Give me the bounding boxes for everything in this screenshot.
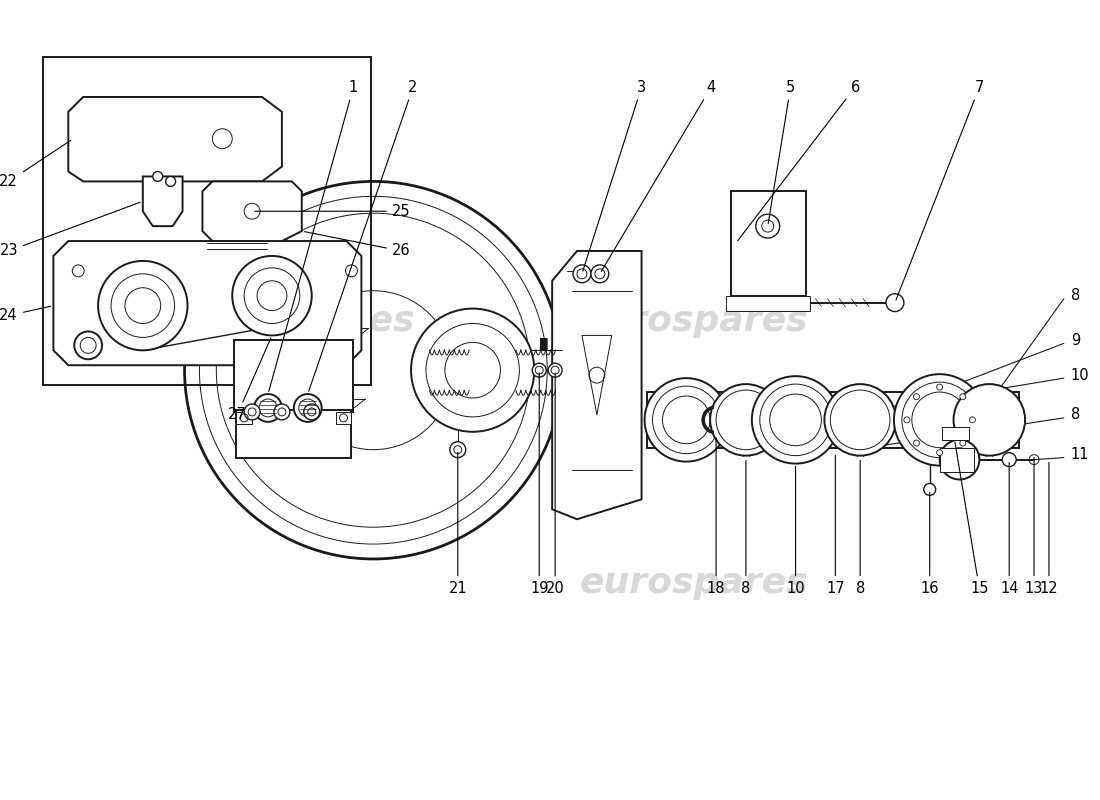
Circle shape: [98, 261, 187, 350]
Circle shape: [894, 374, 986, 466]
Circle shape: [756, 214, 780, 238]
Text: 8: 8: [856, 461, 865, 596]
Polygon shape: [647, 392, 1019, 448]
Text: 8: 8: [1070, 407, 1080, 422]
Circle shape: [913, 440, 920, 446]
Text: 23: 23: [0, 202, 140, 258]
Circle shape: [645, 378, 728, 462]
Circle shape: [937, 384, 943, 390]
Text: 5: 5: [768, 79, 795, 223]
Circle shape: [913, 394, 920, 400]
Circle shape: [411, 309, 535, 432]
Circle shape: [304, 404, 320, 420]
Text: 3: 3: [583, 79, 646, 271]
Circle shape: [937, 450, 943, 456]
Text: 26: 26: [305, 232, 410, 258]
Text: 8: 8: [741, 461, 750, 596]
Text: 1: 1: [268, 79, 359, 391]
Text: 8: 8: [1070, 288, 1080, 303]
Circle shape: [254, 394, 282, 422]
Circle shape: [824, 384, 895, 456]
Text: 16: 16: [921, 492, 939, 596]
Circle shape: [244, 404, 260, 420]
Circle shape: [886, 294, 904, 311]
Circle shape: [954, 384, 1025, 456]
Text: eurospares: eurospares: [580, 566, 808, 600]
Bar: [726, 296, 811, 310]
Circle shape: [969, 417, 976, 423]
Text: 19: 19: [530, 373, 549, 596]
Polygon shape: [202, 182, 301, 241]
Text: 11: 11: [1070, 447, 1089, 462]
Polygon shape: [336, 412, 352, 424]
Text: 2: 2: [309, 79, 418, 391]
Circle shape: [548, 363, 562, 377]
Text: 15: 15: [955, 442, 989, 596]
Text: 9: 9: [1070, 333, 1080, 348]
Polygon shape: [732, 191, 805, 296]
Circle shape: [904, 417, 910, 423]
Text: 18: 18: [707, 438, 725, 596]
Polygon shape: [143, 177, 183, 226]
Polygon shape: [236, 412, 252, 424]
Circle shape: [960, 394, 966, 400]
Circle shape: [166, 177, 176, 186]
Text: 13: 13: [1025, 458, 1043, 596]
Text: eurospares: eurospares: [580, 303, 808, 338]
Circle shape: [75, 331, 102, 359]
Circle shape: [532, 363, 547, 377]
Text: 24: 24: [0, 306, 51, 323]
Circle shape: [939, 440, 979, 479]
Text: eurospares: eurospares: [187, 303, 415, 338]
Text: 17: 17: [826, 455, 845, 596]
Circle shape: [924, 483, 936, 495]
Text: 20: 20: [546, 373, 564, 596]
Circle shape: [153, 171, 163, 182]
Text: 14: 14: [1000, 462, 1019, 596]
Bar: [44, 58, 372, 385]
Polygon shape: [68, 97, 282, 182]
Polygon shape: [939, 448, 975, 471]
Circle shape: [591, 265, 608, 282]
Circle shape: [450, 442, 465, 458]
Circle shape: [1002, 453, 1016, 466]
Circle shape: [752, 376, 839, 463]
Polygon shape: [552, 251, 641, 519]
Polygon shape: [54, 241, 362, 366]
Text: 7: 7: [895, 79, 984, 300]
Circle shape: [711, 384, 782, 456]
Circle shape: [274, 404, 290, 420]
Text: 25: 25: [255, 204, 410, 218]
Text: 22: 22: [0, 140, 70, 189]
Text: 12: 12: [1040, 462, 1058, 596]
Text: 10: 10: [1070, 368, 1089, 382]
Polygon shape: [234, 340, 353, 412]
Text: 4: 4: [602, 79, 716, 271]
Circle shape: [294, 394, 321, 422]
Circle shape: [232, 256, 311, 335]
Text: 27: 27: [228, 338, 271, 422]
Text: 6: 6: [738, 79, 860, 241]
Circle shape: [573, 265, 591, 282]
Polygon shape: [236, 410, 352, 458]
Polygon shape: [942, 427, 969, 440]
Circle shape: [960, 440, 966, 446]
Text: 21: 21: [449, 453, 468, 596]
Text: 10: 10: [786, 466, 805, 596]
